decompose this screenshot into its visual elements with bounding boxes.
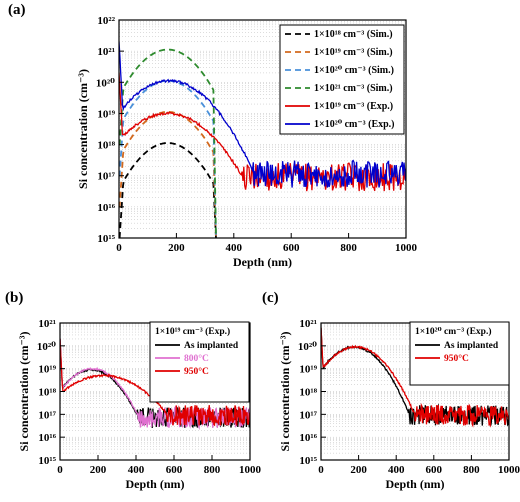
panel-label: (c) [262, 290, 279, 306]
y-tick-label: 10²⁰ [37, 341, 56, 353]
series-line [119, 41, 406, 188]
y-tick-label: 10¹⁸ [38, 387, 56, 399]
x-tick-label: 400 [388, 464, 405, 476]
y-tick-label: 10¹⁹ [299, 364, 317, 376]
series-line [119, 142, 217, 238]
series-line [119, 79, 217, 238]
y-tick-label: 10²⁰ [298, 341, 317, 353]
y-tick-label: 10¹⁶ [38, 432, 56, 444]
x-tick-label: 400 [128, 464, 145, 476]
x-tick-label: 600 [283, 242, 300, 254]
y-tick-label: 10¹⁹ [97, 108, 115, 120]
legend-entry: 1×10¹⁸ cm⁻³ (Sim.) [314, 29, 393, 40]
x-axis-label: Depth (nm) [233, 255, 292, 269]
legend-entry: 1×10²⁰ cm⁻³ (Exp.) [314, 119, 395, 130]
y-tick-label: 10¹⁵ [299, 455, 317, 467]
x-tick-label: 0 [318, 464, 324, 476]
y-tick-label: 10²¹ [38, 318, 56, 330]
y-tick-label: 10¹⁷ [97, 171, 115, 183]
chart-panel-1: (b) 0 200 400 600 800 1000 10¹⁵ 10¹⁶ 10¹⁷ 10¹⁸ 10¹⁹… [5, 290, 262, 491]
x-axis-label: Depth (nm) [386, 477, 445, 491]
x-tick-label: 1000 [395, 242, 418, 254]
legend-entry: 800°C [184, 353, 209, 364]
y-axis-label: Si concentration (cm⁻³) [278, 332, 292, 452]
y-tick-label: 10¹⁵ [97, 233, 115, 245]
y-tick-label: 10¹⁶ [299, 432, 317, 444]
panel-label: (b) [5, 290, 23, 306]
legend-title: 1×10¹⁹ cm⁻³ (Exp.) [155, 326, 230, 337]
legend-title: 1×10²⁰ cm⁻³ (Exp.) [415, 326, 492, 337]
series-line [60, 338, 250, 431]
legend-entry: 1×10¹⁹ cm⁻³ (Exp.) [314, 101, 393, 112]
y-tick-label: 10¹⁶ [97, 202, 115, 214]
x-tick-label: 0 [116, 242, 122, 254]
panel-label: (a) [8, 2, 26, 18]
legend-entry: 950°C [184, 366, 209, 377]
legend-entry: As implanted [184, 341, 239, 351]
series-line [119, 111, 217, 238]
legend-entry: 950°C [444, 353, 469, 364]
series-line [119, 48, 217, 238]
legend-entry: As implanted [444, 341, 499, 351]
y-axis-label: Si concentration (cm⁻³) [17, 332, 31, 452]
x-tick-label: 0 [57, 464, 63, 476]
legend-entry: 1×10²¹ cm⁻³ (Sim.) [314, 83, 393, 94]
y-tick-label: 10²¹ [299, 318, 317, 330]
y-tick-label: 10¹⁸ [299, 387, 317, 399]
x-tick-label: 200 [168, 242, 185, 254]
legend: 1×10¹⁹ cm⁻³ (Exp.) As implanted 800°C 950°C [149, 321, 250, 403]
y-axis-label: Si concentration (cm⁻³) [76, 69, 90, 189]
series-line [321, 327, 509, 428]
legend-entry: 1×10²⁰ cm⁻³ (Sim.) [314, 65, 394, 76]
chart-panel-0: (a) 0 200 400 600 800 1000 10¹⁵ 10¹⁶ 10¹⁷ 10¹⁸ 10¹⁹… [8, 2, 418, 269]
x-tick-label: 1000 [498, 464, 520, 476]
y-tick-label: 10¹⁷ [299, 409, 317, 421]
plot-frame [118, 19, 407, 239]
x-tick-label: 600 [426, 464, 443, 476]
x-tick-label: 200 [350, 464, 367, 476]
y-tick-label: 10²² [97, 15, 115, 27]
y-tick-label: 10²⁰ [96, 77, 115, 89]
x-tick-label: 400 [226, 242, 243, 254]
legend: 1×10¹⁸ cm⁻³ (Sim.) 1×10¹⁹ cm⁻³ (Sim.) 1×10… [279, 24, 405, 135]
x-tick-label: 800 [463, 464, 480, 476]
x-tick-label: 600 [166, 464, 183, 476]
y-tick-label: 10¹⁵ [38, 455, 56, 467]
x-axis-label: Depth (nm) [126, 477, 185, 491]
x-tick-label: 800 [340, 242, 357, 254]
y-tick-label: 10²¹ [97, 46, 115, 58]
legend: 1×10²⁰ cm⁻³ (Exp.) As implanted 950°C [409, 321, 510, 386]
x-tick-label: 200 [90, 464, 107, 476]
x-tick-label: 1000 [239, 464, 262, 476]
y-tick-label: 10¹⁷ [38, 409, 56, 421]
chart-panel-2: (c) 0 200 400 600 800 1000 10¹⁵ 10¹⁶ 10¹⁷ 10¹⁸ 10¹⁹… [262, 290, 520, 491]
x-tick-label: 800 [204, 464, 221, 476]
y-tick-label: 10¹⁹ [38, 364, 56, 376]
legend-entry: 1×10¹⁹ cm⁻³ (Sim.) [314, 47, 393, 58]
y-tick-label: 10¹⁸ [97, 140, 115, 152]
